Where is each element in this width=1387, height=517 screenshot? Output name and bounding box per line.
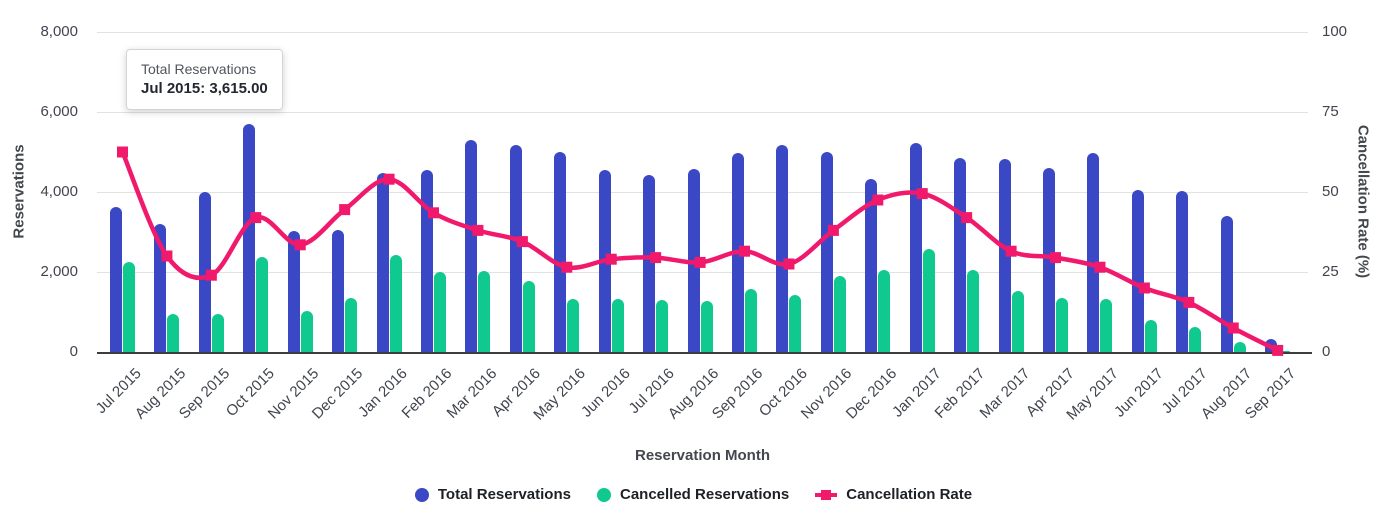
bar-total-reservations[interactable]: [1087, 153, 1100, 352]
cancellation-rate-line-icon: [815, 488, 838, 502]
bar-total-reservations[interactable]: [998, 159, 1011, 352]
bar-total-reservations[interactable]: [909, 143, 922, 352]
bar-cancelled-reservations[interactable]: [745, 289, 758, 352]
bar-cancelled-reservations[interactable]: [1056, 298, 1069, 352]
bar-cancelled-reservations[interactable]: [167, 314, 180, 352]
bar-total-reservations[interactable]: [820, 152, 833, 352]
left-axis-tick-label: 8,000: [40, 23, 78, 40]
tooltip: Total Reservations Jul 2015: 3,615.00: [126, 49, 283, 111]
legend-item-total-reservations[interactable]: Total Reservations: [414, 486, 571, 503]
bar-cancelled-reservations[interactable]: [1278, 351, 1291, 352]
bar-total-reservations[interactable]: [1131, 190, 1144, 352]
bar-total-reservations[interactable]: [376, 173, 389, 352]
legend: Total Reservations Cancelled Reservation…: [0, 486, 1387, 503]
bar-cancelled-reservations[interactable]: [878, 270, 891, 352]
bar-cancelled-reservations[interactable]: [789, 295, 802, 352]
bar-cancelled-reservations[interactable]: [922, 249, 935, 352]
cancellation-rate-marker[interactable]: [339, 204, 351, 216]
gridline: [97, 272, 1308, 273]
bar-cancelled-reservations[interactable]: [656, 300, 669, 352]
bar-cancelled-reservations[interactable]: [1233, 342, 1246, 352]
legend-label: Total Reservations: [437, 486, 571, 503]
right-axis-tick-label: 75: [1322, 103, 1339, 120]
bar-total-reservations[interactable]: [1043, 168, 1056, 352]
x-axis-baseline: [97, 352, 1312, 354]
right-axis-tick-label: 50: [1322, 183, 1339, 200]
gridline: [97, 192, 1308, 193]
bar-total-reservations[interactable]: [332, 230, 345, 352]
legend-item-cancellation-rate[interactable]: Cancellation Rate: [815, 486, 972, 503]
bar-cancelled-reservations[interactable]: [434, 272, 446, 352]
legend-label: Cancellation Rate: [846, 486, 973, 503]
cancellation-rate-marker[interactable]: [117, 146, 128, 158]
bar-total-reservations[interactable]: [598, 170, 611, 352]
tooltip-series-label: Total Reservations: [141, 61, 257, 77]
right-axis-tick-label: 25: [1322, 263, 1339, 280]
bar-cancelled-reservations[interactable]: [1100, 299, 1113, 352]
bar-total-reservations[interactable]: [554, 152, 567, 352]
left-axis-tick-label: 0: [69, 343, 78, 360]
bar-cancelled-reservations[interactable]: [300, 311, 313, 352]
left-axis-tick-label: 6,000: [40, 103, 78, 120]
bar-cancelled-reservations[interactable]: [522, 281, 535, 352]
bar-cancelled-reservations[interactable]: [1189, 327, 1202, 352]
bar-total-reservations[interactable]: [732, 153, 745, 352]
bar-total-reservations[interactable]: [687, 169, 700, 352]
x-axis-title: Reservation Month: [634, 447, 770, 464]
right-axis-tick-label: 0: [1322, 343, 1331, 360]
bar-total-reservations[interactable]: [776, 145, 789, 352]
legend-item-cancelled-reservations[interactable]: Cancelled Reservations: [596, 486, 790, 503]
bar-total-reservations[interactable]: [1265, 339, 1278, 352]
right-axis-title: Cancellation Rate (%): [1354, 124, 1372, 279]
bar-cancelled-reservations[interactable]: [567, 299, 580, 352]
bar-cancelled-reservations[interactable]: [1011, 291, 1024, 352]
bar-total-reservations[interactable]: [1220, 216, 1233, 352]
bar-cancelled-reservations[interactable]: [967, 270, 980, 352]
bar-total-reservations[interactable]: [198, 192, 211, 352]
right-axis-tick-label: 100: [1322, 23, 1348, 40]
tooltip-value: Jul 2015: 3,615.00: [141, 79, 268, 97]
bar-total-reservations[interactable]: [421, 170, 433, 352]
bar-cancelled-reservations[interactable]: [478, 271, 491, 352]
bar-total-reservations[interactable]: [509, 145, 522, 352]
bar-total-reservations[interactable]: [1176, 191, 1189, 352]
bar-cancelled-reservations[interactable]: [700, 301, 713, 352]
bar-total-reservations[interactable]: [865, 179, 878, 352]
bar-total-reservations[interactable]: [287, 231, 300, 352]
bar-cancelled-reservations[interactable]: [1144, 320, 1157, 352]
bar-cancelled-reservations[interactable]: [123, 262, 135, 352]
bar-cancelled-reservations[interactable]: [211, 314, 224, 352]
bar-total-reservations[interactable]: [243, 124, 256, 352]
bar-total-reservations[interactable]: [110, 207, 122, 352]
total-reservations-dot-icon: [414, 487, 429, 502]
bar-cancelled-reservations[interactable]: [833, 276, 846, 352]
bar-total-reservations[interactable]: [154, 224, 167, 352]
left-axis-tick-label: 4,000: [40, 183, 78, 200]
bar-total-reservations[interactable]: [954, 158, 967, 352]
bar-cancelled-reservations[interactable]: [611, 299, 624, 352]
bar-cancelled-reservations[interactable]: [345, 298, 358, 352]
left-axis-title: Reservations: [10, 144, 28, 239]
gridline: [97, 32, 1308, 33]
left-axis-tick-label: 2,000: [40, 263, 78, 280]
bar-total-reservations[interactable]: [465, 140, 478, 352]
bar-cancelled-reservations[interactable]: [256, 257, 269, 352]
legend-label: Cancelled Reservations: [619, 486, 790, 503]
bar-cancelled-reservations[interactable]: [389, 255, 402, 352]
bar-total-reservations[interactable]: [643, 175, 656, 352]
gridline: [97, 112, 1308, 113]
cancelled-reservations-dot-icon: [596, 487, 611, 502]
